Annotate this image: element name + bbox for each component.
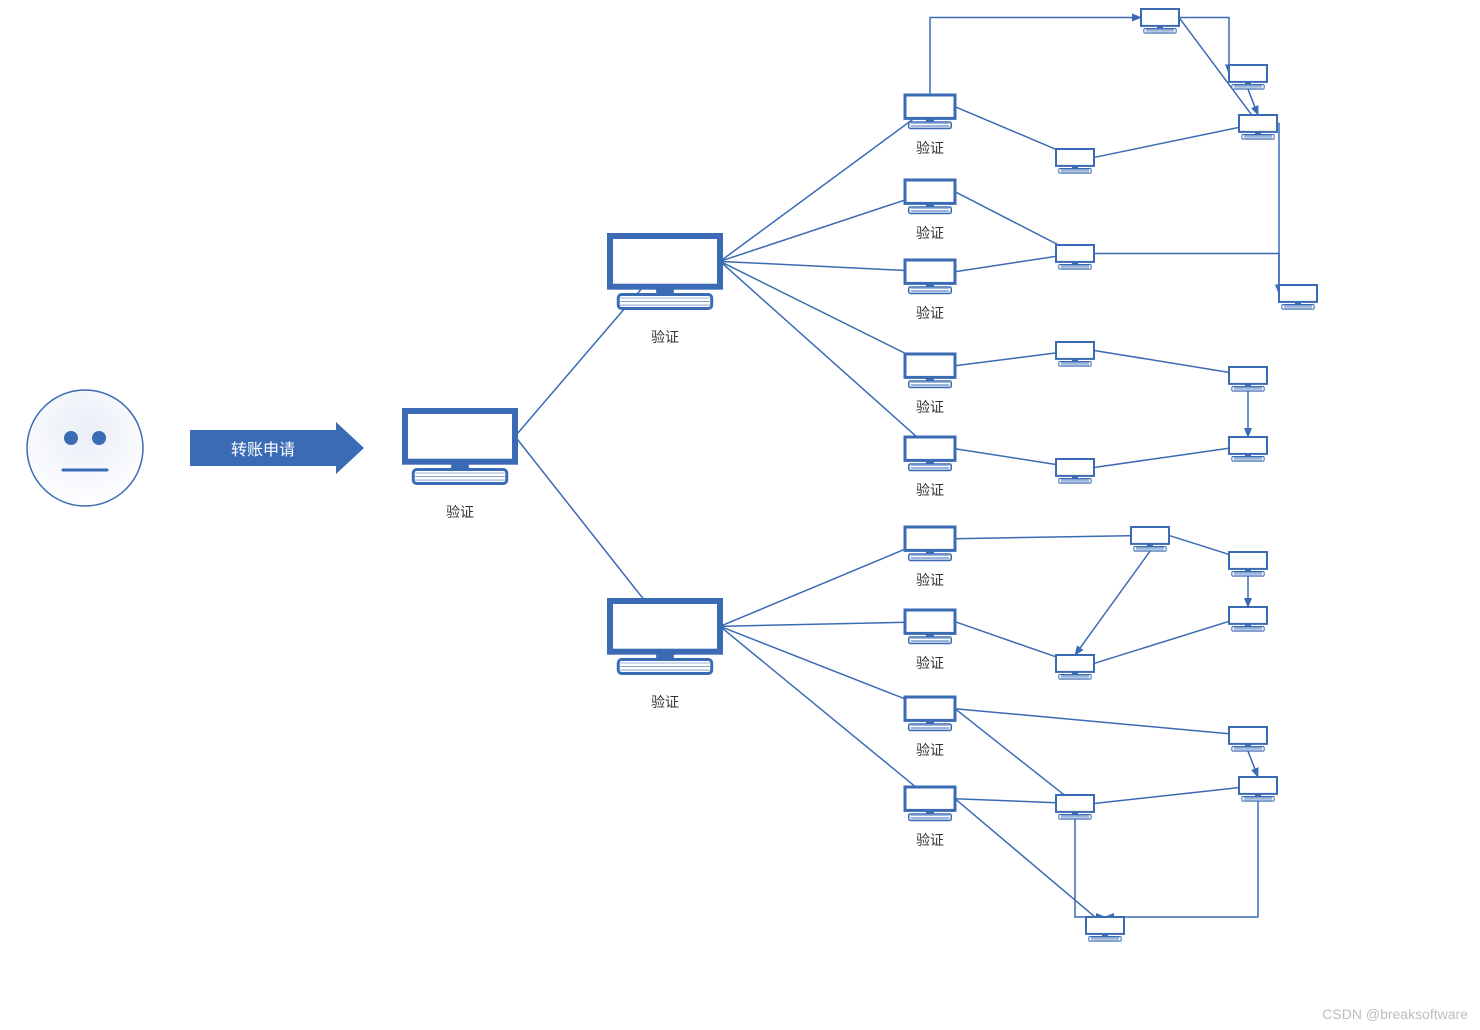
edge [1094, 123, 1258, 157]
edge [720, 622, 930, 627]
computer-node [1229, 607, 1267, 631]
edge [1179, 17, 1229, 73]
node-label: 验证 [916, 480, 944, 500]
node-label: 验证 [916, 653, 944, 673]
computer-node [905, 180, 955, 213]
node-label: 验证 [916, 223, 944, 243]
edge [1105, 801, 1258, 917]
node-label: 验证 [916, 303, 944, 323]
arrow-label: 转账申请 [231, 436, 295, 460]
node-label: 验证 [916, 570, 944, 590]
computer-node [1229, 437, 1267, 461]
node-label: 验证 [916, 830, 944, 850]
node-label: 验证 [651, 327, 679, 347]
edge [955, 535, 1150, 538]
computer-node [1141, 9, 1179, 33]
edge [720, 107, 930, 262]
edge [720, 261, 930, 448]
computer-node [1229, 65, 1267, 89]
computer-node [1239, 115, 1277, 139]
edge [1094, 785, 1258, 803]
computer-node [1279, 285, 1317, 309]
computer-node [1229, 367, 1267, 391]
edge [720, 261, 930, 271]
computer-node [1056, 245, 1094, 269]
computer-node [905, 260, 955, 293]
edge [1094, 350, 1248, 375]
computer-node [1229, 552, 1267, 576]
edge [720, 192, 930, 262]
edge [1094, 253, 1279, 293]
computer-node [905, 437, 955, 470]
edge [1277, 123, 1279, 293]
computer-node [1229, 727, 1267, 751]
edge [955, 709, 1075, 804]
computer-node [405, 411, 515, 484]
computer-node [1086, 917, 1124, 941]
computer-node [610, 236, 720, 309]
edge [720, 626, 930, 708]
edge [720, 539, 930, 627]
edge [930, 17, 1141, 95]
computer-node [905, 787, 955, 820]
edge [1094, 445, 1248, 467]
computer-node [905, 697, 955, 730]
computer-node [1056, 795, 1094, 819]
computer-node [1131, 527, 1169, 551]
edge [1075, 819, 1105, 917]
node-label: 验证 [651, 692, 679, 712]
edge [1248, 751, 1258, 777]
computer-node [1056, 342, 1094, 366]
node-label: 验证 [916, 138, 944, 158]
computer-node [1056, 149, 1094, 173]
computer-node [1056, 459, 1094, 483]
node-label: 验证 [446, 502, 474, 522]
computer-node [905, 610, 955, 643]
node-label: 验证 [916, 397, 944, 417]
computer-node [905, 95, 955, 128]
edge [720, 261, 930, 365]
watermark-text: CSDN @breaksoftware [1322, 1006, 1468, 1022]
edge [955, 709, 1248, 736]
computer-node [905, 354, 955, 387]
diagram-canvas [0, 0, 1480, 1030]
edge [1075, 551, 1150, 655]
node-label: 验证 [916, 740, 944, 760]
computer-node [905, 527, 955, 560]
transfer-request-arrow: 转账申请 [190, 430, 336, 466]
computer-node [1239, 777, 1277, 801]
face-icon [27, 390, 143, 506]
edge [1094, 615, 1248, 663]
computer-node [610, 601, 720, 674]
edge [515, 436, 665, 626]
computer-node [1056, 655, 1094, 679]
edge [720, 626, 930, 798]
